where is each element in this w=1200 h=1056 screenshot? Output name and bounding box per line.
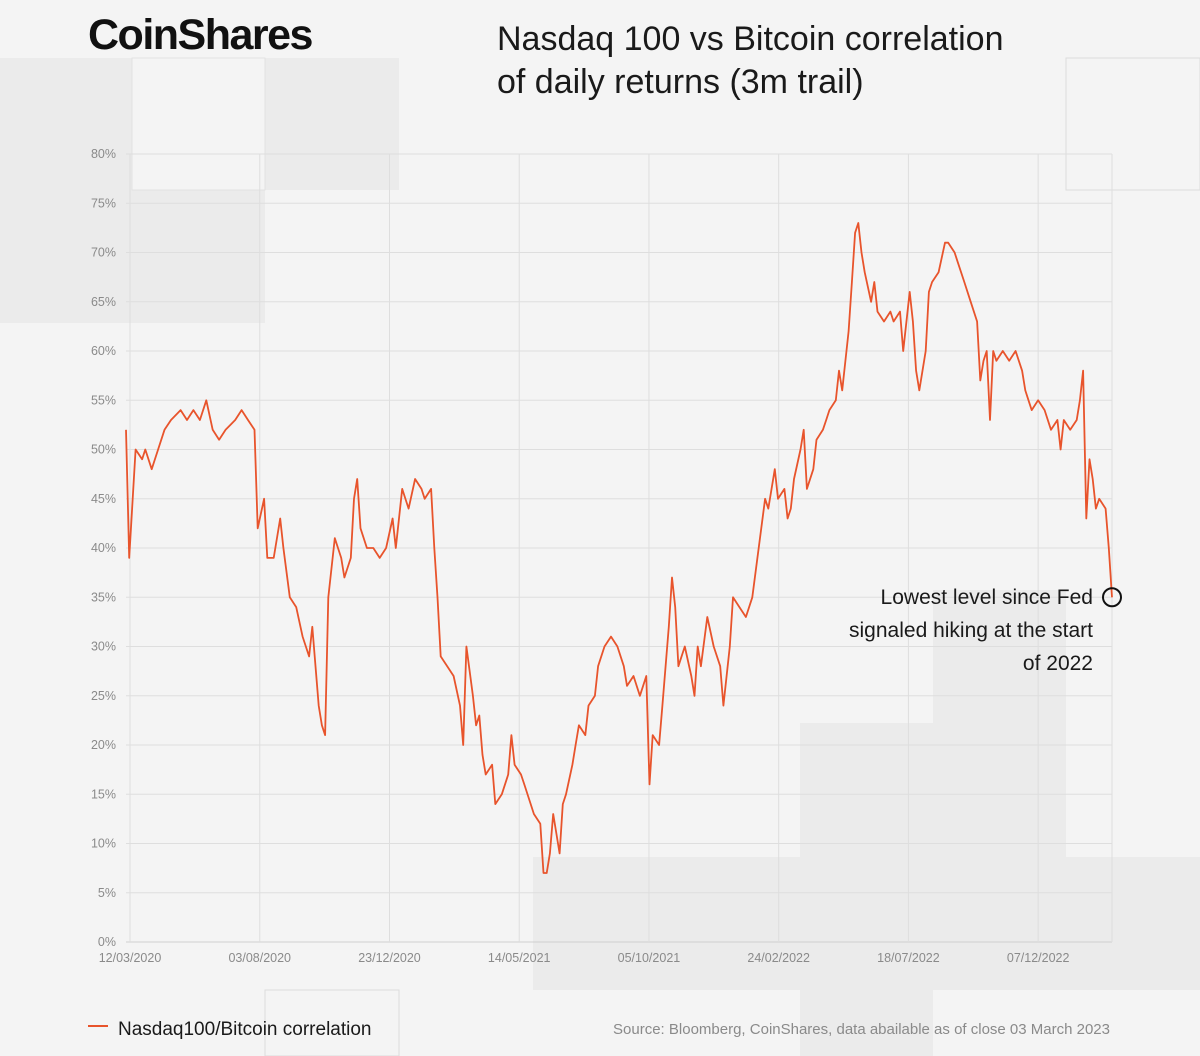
bg-block-outline — [131, 57, 266, 191]
bg-block — [800, 723, 933, 857]
bg-block — [800, 857, 1066, 990]
y-tick-label: 60% — [91, 344, 116, 358]
bg-block — [132, 190, 265, 323]
bg-block — [265, 58, 399, 190]
y-tick-label: 15% — [91, 787, 116, 801]
annotation-line-3: of 2022 — [1023, 652, 1093, 675]
bg-block — [933, 590, 1066, 723]
x-tick-label: 05/10/2021 — [618, 951, 681, 965]
annotation-marker — [1102, 587, 1122, 608]
x-tick-label: 24/02/2022 — [747, 951, 810, 965]
y-tick-label: 80% — [91, 147, 116, 161]
y-tick-label: 65% — [91, 295, 116, 309]
x-tick-label: 03/08/2020 — [228, 951, 291, 965]
annotation-line-2: signaled hiking at the start — [849, 619, 1093, 642]
y-tick-label: 40% — [91, 541, 116, 555]
background-decoration — [0, 57, 1200, 1056]
chart-title-line-2: of daily returns (3m trail) — [497, 63, 864, 101]
series-line-nasdaq-bitcoin-correlation — [125, 222, 1113, 874]
x-axis-ticks: 12/03/2020 03/08/2020 23/12/2020 14/05/2021… — [99, 951, 1070, 965]
y-axis-ticks: 0% 5% 10% 15% 20% 25% 30% 35% 40% 45% 50% 55% 60% 65%… — [91, 147, 116, 949]
y-tick-label: 10% — [91, 837, 116, 851]
y-tick-label: 50% — [91, 443, 116, 457]
bg-block — [1066, 857, 1200, 990]
y-tick-label: 55% — [91, 393, 116, 407]
bg-block — [0, 58, 132, 323]
y-tick-label: 25% — [91, 689, 116, 703]
legend-label: Nasdaq100/Bitcoin correlation — [118, 1019, 372, 1040]
y-tick-label: 30% — [91, 640, 116, 654]
x-tick-label: 07/12/2022 — [1007, 951, 1070, 965]
source-note: Source: Bloomberg, CoinShares, data abai… — [613, 1021, 1110, 1038]
brand-logo: CoinShares — [88, 11, 313, 59]
x-tick-label: 12/03/2020 — [99, 951, 162, 965]
chart-title-line-1: Nasdaq 100 vs Bitcoin correlation — [497, 20, 1004, 58]
bg-block — [533, 857, 800, 990]
x-tick-label: 14/05/2021 — [488, 951, 551, 965]
annotation-line-1: Lowest level since Fed — [881, 586, 1093, 609]
bg-block-outline — [1065, 57, 1200, 191]
bg-block — [933, 723, 1066, 857]
y-tick-label: 0% — [98, 935, 116, 949]
y-tick-label: 20% — [91, 738, 116, 752]
y-tick-label: 75% — [91, 196, 116, 210]
x-tick-label: 18/07/2022 — [877, 951, 940, 965]
y-tick-label: 70% — [91, 246, 116, 260]
x-tick-label: 23/12/2020 — [358, 951, 421, 965]
bg-block-outline — [264, 989, 400, 1056]
y-tick-label: 45% — [91, 492, 116, 506]
bg-block — [800, 990, 933, 1056]
y-tick-label: 35% — [91, 590, 116, 604]
y-tick-label: 5% — [98, 886, 116, 900]
